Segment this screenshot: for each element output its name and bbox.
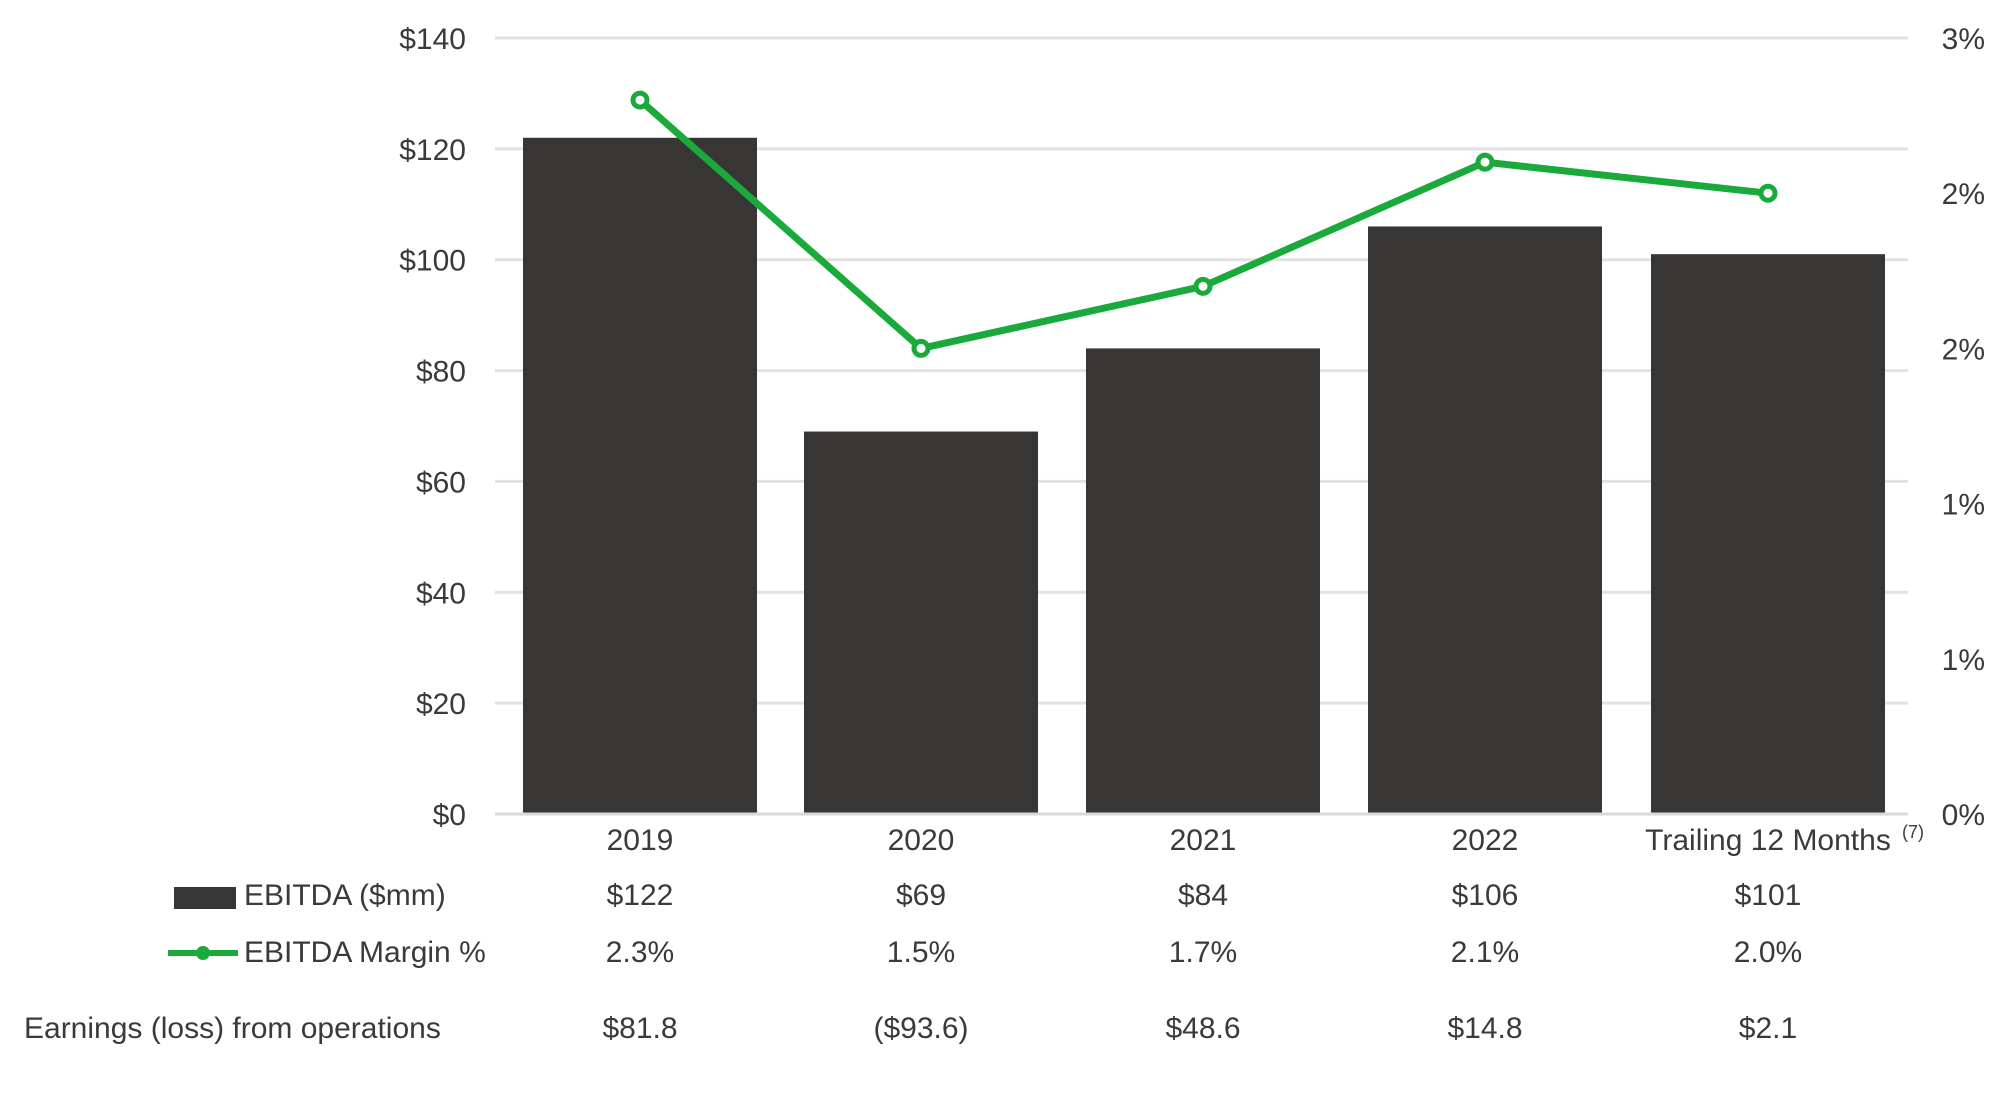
category-footnote: (7) [1902,822,1924,842]
margin-value: 1.7% [1169,936,1237,969]
ebitda-bars [523,137,1885,814]
left-y-axis-ticks: $0 $20 $40 $60 $80 $100 $120 $140 [399,23,466,832]
y-left-tick-label: $120 [399,134,466,167]
y-left-tick-label: $0 [433,799,466,832]
ebitda-value: $84 [1178,879,1228,912]
earnings-value: ($93.6) [873,1012,968,1045]
x-category-label: 2022 [1452,824,1519,857]
y-right-tick-label: 3% [1942,23,1985,56]
y-left-tick-label: $60 [416,466,466,499]
x-category-label: Trailing 12 Months [1645,824,1891,857]
x-category-label: 2021 [1170,824,1237,857]
legend-line-label: EBITDA Margin % [244,936,486,969]
ebitda-value: $106 [1452,879,1519,912]
y-right-tick-label: 2% [1942,178,1985,211]
y-right-tick-label: 1% [1942,489,1985,522]
earnings-value: $81.8 [602,1012,677,1045]
margin-value: 2.0% [1734,936,1802,969]
bar [1086,348,1320,814]
bar [523,137,757,814]
legend-bar-label: EBITDA ($mm) [244,879,446,912]
legend-line-marker [196,946,210,960]
earnings-value: $14.8 [1447,1012,1522,1045]
earnings-row-label: Earnings (loss) from operations [24,1012,441,1045]
data-table: EBITDA ($mm) $122 $69 $84 $106 $101 EBITDA Mar… [24,879,1802,1045]
line-point [630,90,650,110]
margin-line [630,90,1778,358]
earnings-value: $2.1 [1739,1012,1797,1045]
y-right-tick-label: 2% [1942,333,1985,366]
margin-value: 1.5% [887,936,955,969]
y-left-tick-label: $140 [399,23,466,56]
line-point [911,338,931,358]
ebitda-value: $69 [896,879,946,912]
margin-value: 2.1% [1451,936,1519,969]
line-point [1758,183,1778,203]
y-left-tick-label: $40 [416,577,466,610]
y-left-tick-label: $20 [416,688,466,721]
bar [1368,226,1602,814]
ebitda-value: $122 [607,879,674,912]
margin-value: 2.3% [606,936,674,969]
x-category-label: 2020 [888,824,955,857]
bar [804,431,1038,814]
earnings-value: $48.6 [1165,1012,1240,1045]
x-axis-categories: 2019 2020 2021 2022 Trailing 12 Months (7) [607,822,1924,857]
right-y-axis-ticks: 0% 1% 1% 2% 2% 3% [1942,23,1985,832]
bar [1651,254,1885,814]
line-point [1475,152,1495,172]
legend-bar-swatch [174,887,236,909]
line-point [1193,276,1213,296]
y-right-tick-label: 1% [1942,644,1985,677]
y-left-tick-label: $80 [416,356,466,389]
y-left-tick-label: $100 [399,245,466,278]
y-right-tick-label: 0% [1942,799,1985,832]
x-category-label: 2019 [607,824,674,857]
ebitda-value: $101 [1735,879,1802,912]
